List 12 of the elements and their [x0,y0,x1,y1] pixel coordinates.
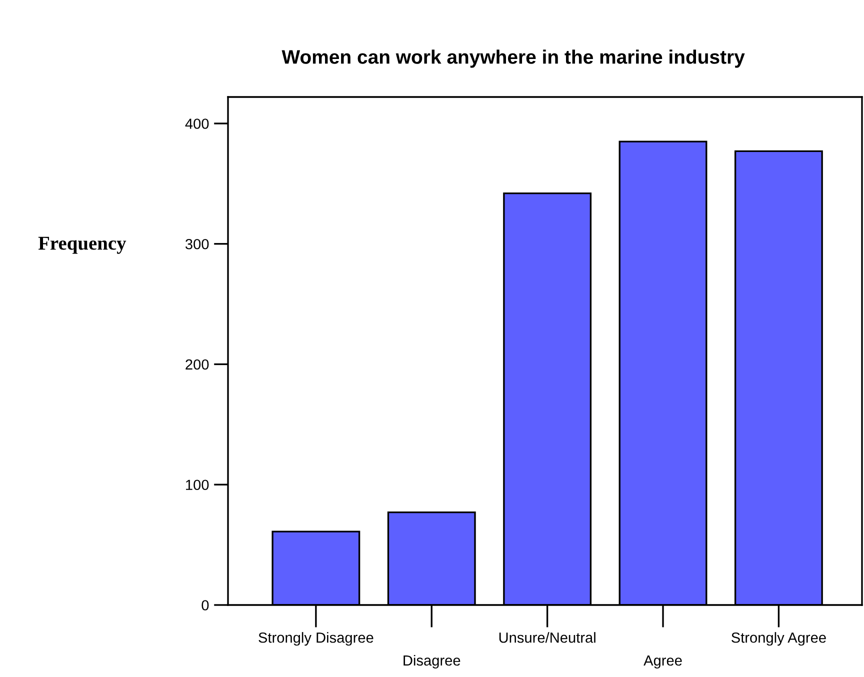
y-axis-title: Frequency [38,236,126,254]
x-tick-label: Disagree [404,654,460,669]
y-tick-label: 200 [186,359,209,370]
y-tick-label: 400 [185,118,209,129]
chart-title: Women can work anywhere in the marine industry [282,50,745,68]
x-tick-label: Unsure/Neutral [499,632,596,643]
x-tick-label: Strongly Agree [732,632,826,646]
x-tick-label: Strongly Disagree [258,632,374,646]
y-tick-label: 0 [202,600,209,610]
x-tick-label: Agree [644,655,682,669]
y-tick-label: 300 [185,238,209,250]
y-tick-label: 100 [186,480,209,490]
